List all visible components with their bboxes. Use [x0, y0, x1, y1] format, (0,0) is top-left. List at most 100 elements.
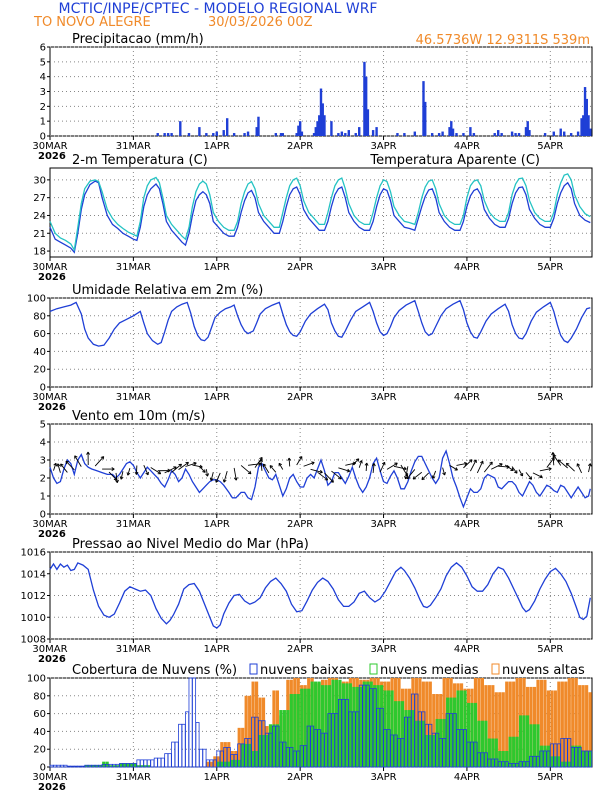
cloud-bar-nuvens-medias: [480, 720, 484, 767]
wind-arrow: [205, 469, 208, 477]
x-tick-label: 3APR: [370, 262, 396, 273]
cloud-bar-nuvens-baixas: [588, 750, 593, 768]
cloud-bar-nuvens-medias: [327, 685, 332, 767]
wind-arrow-head: [528, 476, 533, 480]
wind-arrow-head: [371, 463, 376, 467]
precip-bar: [528, 130, 531, 136]
cloud-bar-nuvens-medias: [216, 761, 220, 767]
cloud-bar-nuvens-medias: [553, 756, 557, 767]
wind-arrow: [65, 460, 75, 471]
wind-arrow-head: [247, 470, 252, 475]
cloud-bar-nuvens-medias: [456, 690, 460, 767]
cloud-bar-nuvens-medias: [574, 745, 578, 767]
wind-arrow: [358, 460, 363, 468]
cloud-bar-nuvens-altas: [237, 727, 241, 767]
cloud-bar-nuvens-medias: [477, 720, 481, 767]
wind-arrow-head: [469, 459, 473, 463]
precip-bar: [314, 127, 317, 136]
cloud-bar-nuvens-medias: [296, 694, 300, 767]
wind-arrow: [74, 455, 82, 467]
cloud-bar-nuvens-medias: [449, 697, 453, 767]
cloud-bar-nuvens-medias: [230, 759, 234, 767]
cloud-bar-nuvens-altas: [494, 692, 498, 767]
x-tick-label: 4APR: [454, 519, 480, 530]
y-tick-label: 3: [40, 87, 46, 98]
wind-arrow: [588, 463, 591, 473]
precip-bar: [366, 109, 370, 136]
cloud-bar-nuvens-altas: [491, 685, 495, 767]
precip-bar: [375, 127, 378, 136]
cloud-bar-nuvens-medias: [241, 743, 245, 767]
cloud-bar-nuvens-medias: [508, 736, 512, 767]
cloud-bar-nuvens-medias: [307, 688, 311, 767]
cloud-bar-nuvens-medias: [314, 681, 318, 767]
wind-arrow-head: [576, 463, 581, 467]
wind-arrow: [565, 462, 575, 472]
y-tick-label: 100: [27, 294, 46, 305]
cloud-bar-nuvens-medias: [268, 724, 273, 767]
wind-arrow-head: [215, 479, 219, 483]
wind-arrow: [296, 456, 303, 466]
y-tick-label: 0: [40, 132, 46, 143]
cloud-bar-nuvens-medias: [581, 750, 585, 767]
wind-arrow-head: [74, 455, 78, 459]
cloud-bar-nuvens-medias: [411, 710, 415, 767]
cloud-bar-nuvens-altas: [567, 678, 571, 767]
wind-arrow: [463, 459, 473, 469]
cloud-bar-nuvens-medias: [383, 690, 387, 767]
legend-nuvens-altas: nuvens altas: [502, 663, 585, 678]
x-tick-label: 31MAR: [116, 262, 151, 273]
x-tick-label: 4APR: [454, 772, 480, 783]
wind-arrow: [511, 466, 518, 474]
cloud-bar-nuvens-medias: [143, 765, 147, 767]
wind-arrow: [223, 471, 228, 483]
precip-bar: [312, 133, 316, 136]
cloud-bar-nuvens-medias: [279, 710, 283, 767]
wind-arrow: [143, 465, 149, 476]
panel-nuvens: 0 20 40 60 80 100 30MAR 31MAR 1APR 2APR 3APR 4APR 5A…: [27, 663, 593, 792]
cloud-bar-nuvens-medias: [220, 761, 224, 767]
wind-arrow: [338, 467, 350, 472]
cloud-bar-nuvens-altas: [571, 678, 575, 767]
cloud-bar-nuvens-medias: [564, 761, 568, 767]
cloud-bar-nuvens-medias: [463, 690, 467, 767]
wind-arrow-head: [126, 472, 131, 476]
cloud-bar-nuvens-medias: [525, 715, 530, 767]
cloud-bar-nuvens-medias: [442, 718, 446, 767]
cloud-bar-nuvens-altas: [501, 692, 505, 767]
y-tick-label: 60: [33, 329, 46, 340]
x-tick-label: 2APR: [287, 262, 313, 273]
precip-bar: [462, 133, 465, 136]
wind-arrow: [178, 461, 189, 471]
cloud-bar-nuvens-medias: [400, 701, 405, 767]
panel-frame: [49, 297, 593, 388]
precip-bar: [215, 131, 218, 136]
x-tick-label: 3APR: [370, 772, 396, 783]
panel-title: 2-m Temperatura (C): [72, 153, 208, 168]
precip-bar: [166, 133, 170, 136]
cloud-bar-nuvens-medias: [355, 686, 359, 767]
precip-bar: [469, 127, 472, 136]
y-tick-label: 3: [40, 456, 46, 467]
wind-arrow: [379, 462, 386, 473]
precip-bar: [396, 133, 399, 136]
wind-arrow: [421, 472, 430, 480]
cloud-bar-nuvens-medias: [88, 765, 92, 767]
wind-arrow: [518, 469, 523, 477]
y-tick-label: 4: [40, 72, 46, 83]
series-line-pressao: [49, 562, 591, 629]
x-tick-label: 31MAR: [116, 519, 151, 530]
wind-arrow-head: [431, 475, 436, 479]
cloud-bar-nuvens-baixas: [181, 723, 186, 768]
cloud-bar-nuvens-medias: [352, 686, 356, 767]
legend-swatch: [249, 663, 258, 675]
precip-bar: [318, 115, 321, 136]
x-tick-label: 30MAR: [32, 644, 67, 655]
cloud-bar-nuvens-altas: [581, 685, 585, 767]
cloud-bar-nuvens-medias: [529, 724, 533, 767]
x-tick-label: 30MAR: [32, 772, 67, 783]
wind-arrow-head: [53, 462, 58, 467]
cloud-bar-nuvens-altas: [227, 742, 231, 767]
cloud-bar-nuvens-medias: [303, 688, 307, 767]
panel-frame: [49, 167, 593, 258]
